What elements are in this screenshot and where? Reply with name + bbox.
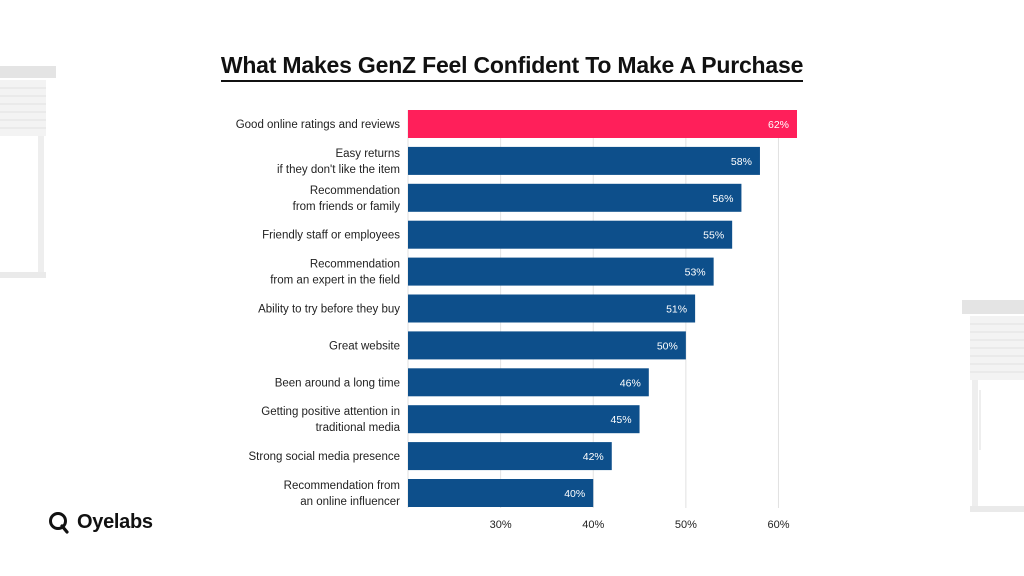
category-label-line: if they don't like the item xyxy=(277,164,400,176)
category-label-line: Recommendation xyxy=(310,185,400,197)
category-label: Getting positive attention in traditional… xyxy=(261,406,400,434)
category-label-line: Great website xyxy=(329,340,400,352)
oyelabs-logo-icon xyxy=(49,512,69,534)
category-label-line: from an expert in the field xyxy=(270,275,400,287)
category-label-line: Recommendation xyxy=(310,259,400,271)
category-label: Recommendation from friends or family xyxy=(293,185,401,213)
category-label-line: Getting positive attention in xyxy=(261,406,400,418)
bar-value-label: 51% xyxy=(666,304,687,316)
category-label-line: Easy returns xyxy=(335,148,400,160)
category-label: Friendly staff or employees xyxy=(262,230,400,242)
window-blinds-left-decoration xyxy=(0,66,56,278)
x-tick-label: 30% xyxy=(490,519,512,531)
bar-value-label: 50% xyxy=(657,340,678,352)
category-label: Ability to try before they buy xyxy=(258,304,400,316)
x-tick-layer: 30% 40% 50% 60% xyxy=(490,519,790,531)
bar xyxy=(408,183,742,212)
category-label: Been around a long time xyxy=(275,377,400,389)
bar-layer: 62% 58% 56% 55% 53% 51% 50% 46% 45% 42% 40% xyxy=(408,110,797,507)
category-label: Recommendation from an expert in the fiel… xyxy=(270,259,400,287)
category-label-line: traditional media xyxy=(316,422,401,434)
bar xyxy=(408,220,733,249)
bar xyxy=(408,479,594,507)
bar xyxy=(408,368,649,397)
chart-title: What Makes GenZ Feel Confident To Make A… xyxy=(0,52,1024,82)
bar xyxy=(408,257,714,286)
brand-name: Oyelabs xyxy=(77,510,153,533)
bar-value-label: 45% xyxy=(611,414,632,426)
bar xyxy=(408,294,696,323)
bar xyxy=(408,110,797,138)
x-tick-label: 40% xyxy=(582,519,604,531)
category-label: Great website xyxy=(329,340,400,352)
category-label-line: Been around a long time xyxy=(275,377,400,389)
bar xyxy=(408,442,612,471)
bar-value-label: 46% xyxy=(620,377,641,389)
category-label-line: Ability to try before they buy xyxy=(258,304,400,316)
category-label: Strong social media presence xyxy=(249,451,401,463)
category-label-line: an online influencer xyxy=(300,496,400,508)
bar-value-label: 56% xyxy=(712,193,733,205)
category-label: Easy returns if they don't like the item xyxy=(277,148,400,176)
bar xyxy=(408,405,640,434)
brand-logo: Oyelabs xyxy=(48,510,153,534)
x-tick-label: 60% xyxy=(767,519,789,531)
category-label-line: from friends or family xyxy=(293,201,401,213)
bar-value-label: 62% xyxy=(768,119,789,131)
category-label-line: Strong social media presence xyxy=(249,451,401,463)
bar-value-label: 40% xyxy=(564,488,585,500)
category-label-layer: Good online ratings and reviews Easy retu… xyxy=(236,119,401,508)
category-label: Recommendation from an online influencer xyxy=(284,480,400,508)
category-label-line: Friendly staff or employees xyxy=(262,230,400,242)
bar xyxy=(408,146,760,175)
category-label-line: Recommendation from xyxy=(284,480,400,492)
bar-value-label: 58% xyxy=(731,156,752,168)
bar-value-label: 42% xyxy=(583,451,604,463)
bar-value-label: 55% xyxy=(703,230,724,242)
bar xyxy=(408,331,686,360)
chart-title-text: What Makes GenZ Feel Confident To Make A… xyxy=(220,52,803,82)
category-label-line: Good online ratings and reviews xyxy=(236,119,401,131)
window-blinds-right-decoration xyxy=(962,300,1024,512)
bar-value-label: 53% xyxy=(685,267,706,279)
category-label: Good online ratings and reviews xyxy=(236,119,401,131)
x-tick-label: 50% xyxy=(675,519,697,531)
